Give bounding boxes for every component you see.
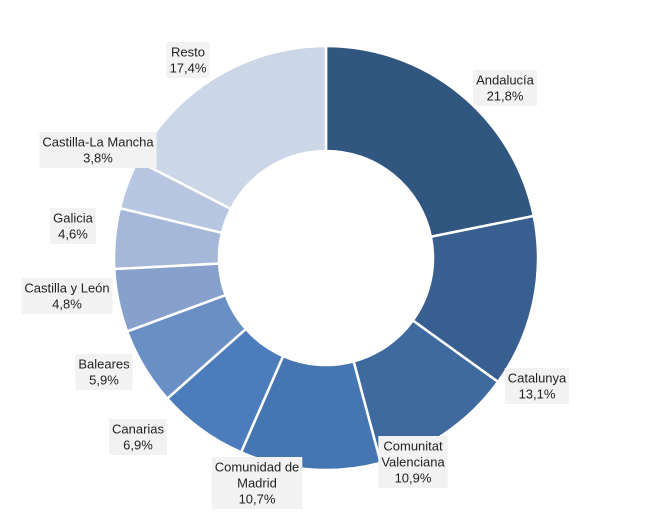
category-label: Castilla y León	[24, 281, 109, 296]
value-label: 17,4%	[170, 61, 207, 76]
category-label: Comunitat	[383, 439, 443, 454]
value-label: 4,8%	[52, 297, 82, 312]
value-label: 10,7%	[239, 492, 276, 507]
label-background	[166, 42, 210, 78]
category-label: Castilla-La Mancha	[42, 135, 154, 150]
label-background	[378, 436, 448, 488]
category-label: Galicia	[53, 211, 94, 226]
value-label: 5,9%	[89, 373, 119, 388]
slices	[112, 44, 540, 472]
label-background	[39, 132, 157, 168]
category-label: Comunidad de	[215, 460, 300, 475]
label-background	[50, 208, 96, 244]
label-background	[211, 457, 303, 509]
label-background	[473, 70, 537, 106]
category-label: Baleares	[78, 357, 130, 372]
value-label: 6,9%	[123, 438, 153, 453]
slice-resto	[135, 44, 328, 211]
value-label: 3,8%	[83, 151, 113, 166]
label-background	[504, 368, 570, 404]
label-background	[108, 419, 168, 455]
value-label: 21,8%	[487, 89, 524, 104]
category-label: Andalucía	[476, 73, 535, 88]
value-label: 13,1%	[519, 387, 556, 402]
label-background	[21, 278, 113, 314]
category-label: Valenciana	[381, 455, 445, 470]
category-label: Madrid	[237, 476, 277, 491]
category-label: Canarias	[112, 422, 165, 437]
label-background	[75, 354, 133, 390]
category-label: Catalunya	[508, 371, 567, 386]
slice-andaluc-a	[324, 44, 536, 239]
value-label: 4,6%	[58, 227, 88, 242]
category-label: Resto	[171, 45, 205, 60]
value-label: 10,9%	[395, 471, 432, 486]
